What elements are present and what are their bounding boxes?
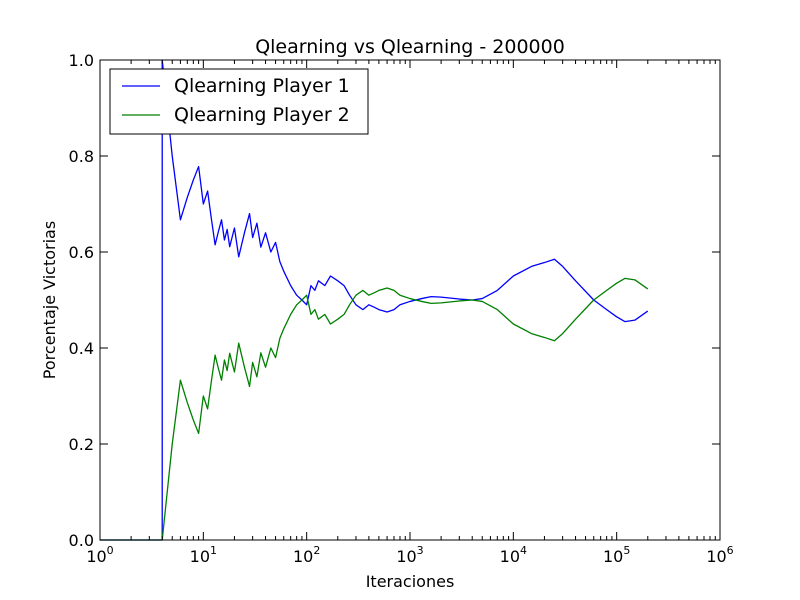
chart-title: Qlearning vs Qlearning - 200000 bbox=[255, 36, 565, 58]
y-tick-label: 0.8 bbox=[69, 147, 94, 166]
y-tick-label: 0.4 bbox=[69, 339, 94, 358]
series-layer bbox=[100, 59, 649, 541]
x-tick-label: 105 bbox=[603, 544, 630, 566]
legend-label-player-1: Qlearning Player 1 bbox=[174, 75, 350, 97]
x-tick-label: 104 bbox=[500, 544, 527, 566]
legend: Qlearning Player 1 Qlearning Player 2 bbox=[109, 68, 369, 135]
x-axis-label: Iteraciones bbox=[366, 572, 455, 591]
x-tick-label: 103 bbox=[396, 544, 423, 566]
legend-label-player-2: Qlearning Player 2 bbox=[174, 104, 350, 126]
y-tick-label: 0.6 bbox=[69, 243, 94, 262]
legend-box bbox=[109, 68, 369, 135]
y-tick-label: 0.0 bbox=[69, 531, 94, 550]
series-line-player-2 bbox=[100, 277, 649, 541]
ticks-layer: 0.0 0.2 0.4 0.6 0.8 1.0 100 101 102 103 104 105 106 bbox=[69, 51, 734, 566]
y-axis-label: Porcentaje Victorias bbox=[40, 221, 59, 379]
x-tick-label: 102 bbox=[293, 544, 320, 566]
y-tick-label: 0.2 bbox=[69, 435, 94, 454]
plot-frame bbox=[99, 59, 721, 541]
x-tick-label: 106 bbox=[706, 544, 733, 566]
x-tick-label: 101 bbox=[190, 544, 217, 566]
series-line-player-1 bbox=[100, 59, 649, 541]
y-tick-label: 1.0 bbox=[69, 51, 94, 70]
x-tick-label: 100 bbox=[86, 544, 113, 566]
